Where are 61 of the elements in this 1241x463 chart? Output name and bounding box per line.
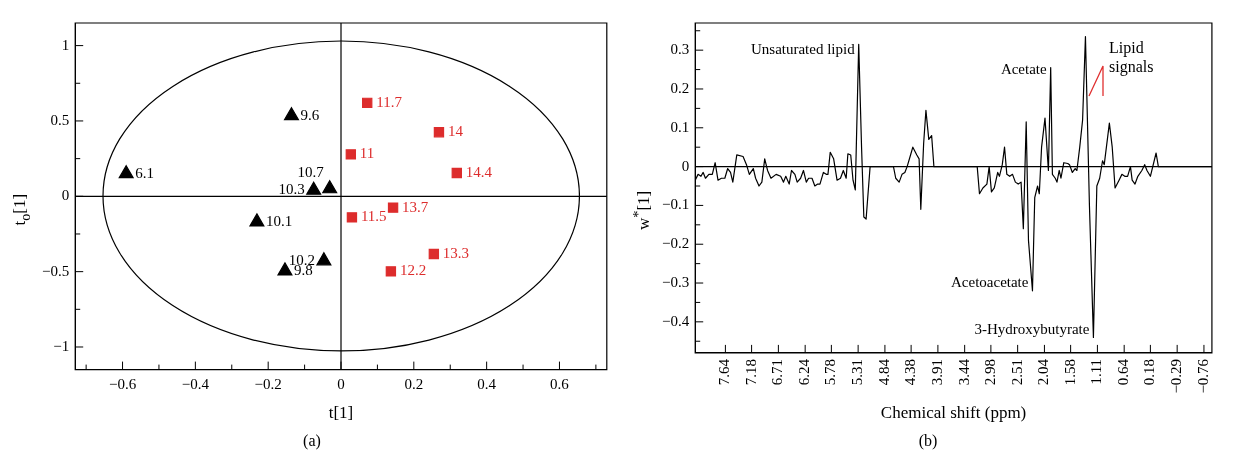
annotation: 3-Hydroxybutyrate [974, 320, 1090, 337]
x-tick-label: 0.18 [1141, 358, 1158, 386]
x-tick-label: 4.84 [875, 358, 892, 386]
annotation: 11.7 [376, 93, 403, 110]
annotation: Unsaturated lipid [750, 41, 856, 58]
text: (b) [918, 432, 938, 450]
y-tick-label: −0.3 [661, 273, 690, 290]
y-tick-label: 0 [61, 187, 70, 204]
x-tick-label: 7.64 [716, 358, 733, 386]
y-tick-label: 0.1 [670, 118, 690, 135]
y-tick-label: 0.2 [670, 79, 690, 96]
annotation: 9.6 [300, 106, 320, 123]
y-tick-label: 0.5 [50, 111, 70, 128]
x-tick-label: −0.2 [254, 375, 282, 392]
annotation: 13.3 [442, 244, 470, 261]
x-tick-label: 4.38 [902, 358, 919, 386]
x-tick-label: 2.51 [1008, 358, 1025, 386]
x-tick-label: 1.11 [1088, 358, 1105, 385]
x-tick-label: 0.6 [550, 375, 570, 392]
x-tick-label: 2.04 [1035, 358, 1052, 386]
x-tick-label: 6.71 [769, 358, 786, 386]
annotation: 12.2 [399, 262, 427, 279]
annotation: Acetate [1000, 60, 1048, 77]
annotation: Lipid signals [1109, 39, 1154, 75]
annotation: 11 [359, 145, 375, 162]
x-tick-label: 2.98 [981, 358, 998, 386]
x-tick-label: −0.4 [181, 375, 210, 392]
x-tick-label: 0.4 [477, 375, 497, 392]
y-tick-label: −0.1 [661, 196, 690, 213]
x-tick-label: 7.18 [742, 358, 759, 386]
x-tick-label: 5.31 [849, 358, 866, 386]
x-tick-label: 6.24 [796, 358, 813, 386]
x-axis-title: Chemical shift (ppm) [880, 403, 1027, 423]
y-tick-label: −0.4 [661, 312, 690, 329]
y-tick-label: −0.2 [661, 235, 690, 252]
annotation: 10.3 [278, 181, 305, 198]
annotation: 13.7 [402, 198, 429, 215]
x-tick-label: −0.6 [108, 375, 137, 392]
y-tick-label: −1 [53, 337, 70, 354]
annotation: Acetoacetate [951, 273, 1029, 290]
x-tick-label: 5.78 [822, 358, 839, 386]
y-tick-label: −0.5 [41, 262, 70, 279]
x-tick-label: 0.64 [1115, 358, 1132, 386]
x-tick-label: 0.2 [404, 375, 424, 392]
annotation: 10.1 [265, 212, 293, 229]
annotation: 6.1 [135, 164, 154, 181]
annotation: 14 [447, 123, 464, 140]
annotation: 11.5 [360, 208, 387, 225]
x-tick-label: 3.44 [955, 358, 972, 386]
y-tick-label: 1 [61, 36, 70, 53]
annotation: 14.4 [465, 163, 493, 180]
y-tick-label: 0.3 [670, 41, 690, 58]
x-tick-label: −0.29 [1168, 358, 1185, 394]
y-tick-label: 0 [681, 157, 690, 174]
x-tick-label: 1.58 [1061, 358, 1078, 386]
text: (a) [303, 432, 321, 450]
annotation: 10.7 [297, 163, 325, 180]
x-axis-title: t[1] [328, 403, 354, 423]
x-tick-label: −0.76 [1194, 358, 1211, 394]
x-tick-label: 3.91 [928, 358, 945, 386]
x-tick-label: 0 [337, 375, 345, 392]
